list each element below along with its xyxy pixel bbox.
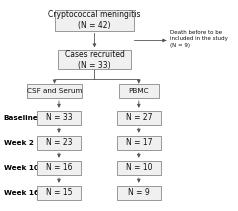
Text: Death before to be
included in the study
(N = 9): Death before to be included in the study… — [170, 30, 228, 47]
Text: N = 10: N = 10 — [125, 164, 152, 172]
Text: N = 17: N = 17 — [125, 138, 152, 147]
Text: N = 23: N = 23 — [46, 138, 72, 147]
Text: CSF and Serum: CSF and Serum — [27, 88, 82, 94]
Text: Week 10: Week 10 — [4, 165, 39, 171]
Text: N = 15: N = 15 — [46, 188, 72, 197]
Text: Cases recruited
(N = 33): Cases recruited (N = 33) — [64, 50, 124, 70]
FancyBboxPatch shape — [117, 136, 161, 150]
FancyBboxPatch shape — [58, 50, 131, 69]
FancyBboxPatch shape — [55, 10, 134, 31]
FancyBboxPatch shape — [117, 111, 161, 125]
FancyBboxPatch shape — [37, 161, 81, 175]
FancyBboxPatch shape — [117, 161, 161, 175]
Text: N = 33: N = 33 — [46, 114, 72, 123]
Text: Week 2: Week 2 — [4, 140, 34, 146]
Text: N = 9: N = 9 — [128, 188, 150, 197]
Text: N = 27: N = 27 — [125, 114, 152, 123]
Text: N = 16: N = 16 — [46, 164, 72, 172]
FancyBboxPatch shape — [119, 84, 159, 98]
Text: Baseline: Baseline — [4, 115, 38, 121]
Text: Week 16: Week 16 — [4, 190, 39, 196]
FancyBboxPatch shape — [117, 186, 161, 200]
Text: Cryptococcal meningitis
(N = 42): Cryptococcal meningitis (N = 42) — [48, 10, 141, 30]
Text: PBMC: PBMC — [129, 88, 149, 94]
FancyBboxPatch shape — [37, 136, 81, 150]
FancyBboxPatch shape — [27, 84, 82, 98]
FancyBboxPatch shape — [37, 111, 81, 125]
FancyBboxPatch shape — [37, 186, 81, 200]
